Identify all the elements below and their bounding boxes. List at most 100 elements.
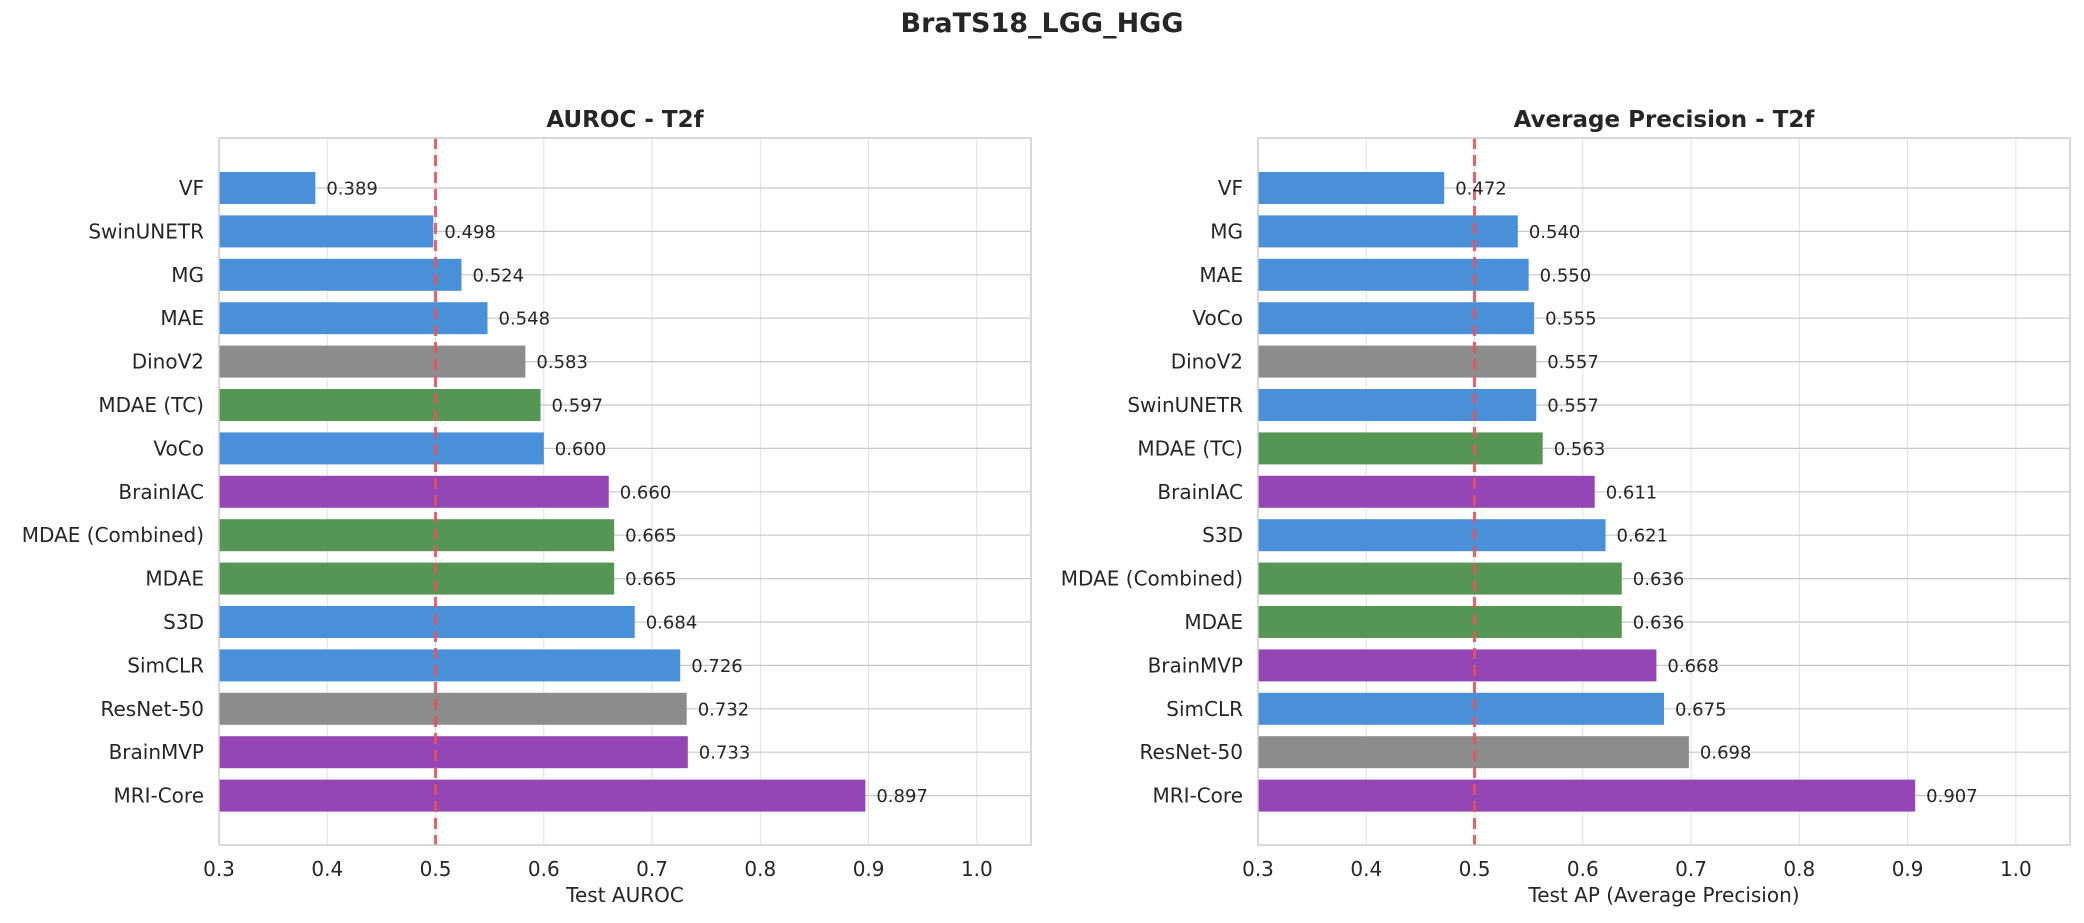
bar-voco xyxy=(219,432,544,465)
average-precision-panel: 0.472 0.540 0.550 0.555 0.557 0.557 0.563 0.611… xyxy=(1061,107,2071,907)
category-label: MAE xyxy=(160,306,204,330)
bar-value-label: 0.665 xyxy=(625,569,677,590)
bar-mg xyxy=(219,258,462,291)
bar-s3d xyxy=(219,606,635,638)
bar-value-label: 0.563 xyxy=(1554,439,1606,460)
bar-mdae-combined xyxy=(1258,562,1622,595)
bar-value-label: 0.557 xyxy=(1547,352,1599,373)
bar-value-label: 0.668 xyxy=(1667,656,1719,677)
bar-value-label: 0.665 xyxy=(625,526,677,547)
bar-dinov2 xyxy=(219,345,526,378)
bar-voco xyxy=(1258,302,1535,335)
category-label: BrainMVP xyxy=(109,740,204,764)
bar-mri-core xyxy=(219,779,866,812)
bar-mdae-tc xyxy=(219,389,541,421)
x-tick-label: 0.4 xyxy=(1350,857,1382,881)
bar-vf xyxy=(1258,172,1445,204)
bar-mdae xyxy=(219,562,615,595)
category-label: BrainIAC xyxy=(118,480,204,504)
bar-value-label: 0.555 xyxy=(1545,309,1597,330)
category-label: MRI-Core xyxy=(1152,784,1243,808)
figure-title: BraTS18_LGG_HGG xyxy=(900,8,1184,39)
bar-simclr xyxy=(1258,692,1664,725)
bar-brainmvp xyxy=(219,736,688,769)
bar-brainiac xyxy=(1258,475,1595,508)
x-axis-label: Test AP (Average Precision) xyxy=(1527,883,1799,907)
x-tick-label: 0.3 xyxy=(1242,857,1274,881)
bar-value-label: 0.733 xyxy=(699,743,751,764)
bar-dinov2 xyxy=(1258,345,1537,378)
subplot-title: Average Precision - T2f xyxy=(1514,107,1816,133)
category-label: MDAE xyxy=(1184,610,1243,634)
plot-frame xyxy=(218,137,1032,846)
bar-mae xyxy=(1258,258,1529,291)
category-label: VF xyxy=(179,176,204,200)
category-label: VF xyxy=(1218,176,1243,200)
bar-value-label: 0.732 xyxy=(698,699,750,720)
x-tick-label: 1.0 xyxy=(961,857,993,881)
category-label: ResNet-50 xyxy=(101,697,205,721)
bar-mri-core xyxy=(1258,779,1916,812)
category-label: MRI-Core xyxy=(113,784,204,808)
bar-value-label: 0.684 xyxy=(646,613,698,634)
category-label: ResNet-50 xyxy=(1140,740,1244,764)
category-label: BrainIAC xyxy=(1157,480,1243,504)
bar-brainmvp xyxy=(1258,649,1657,682)
x-tick-label: 0.6 xyxy=(528,857,560,881)
x-tick-label: 0.7 xyxy=(636,857,668,881)
bar-vf xyxy=(219,172,316,204)
x-tick-label: 0.8 xyxy=(744,857,776,881)
bar-mdae-tc xyxy=(1258,432,1543,465)
x-tick-label: 0.7 xyxy=(1675,857,1707,881)
bar-value-label: 0.498 xyxy=(444,222,496,243)
category-label: MDAE (Combined) xyxy=(1061,567,1243,591)
bar-value-label: 0.600 xyxy=(555,439,607,460)
bar-swinunetr xyxy=(219,215,434,248)
bar-value-label: 0.550 xyxy=(1540,265,1592,286)
bar-value-label: 0.907 xyxy=(1926,786,1978,807)
category-label: MG xyxy=(171,263,204,287)
bar-value-label: 0.557 xyxy=(1547,396,1599,417)
bar-value-label: 0.621 xyxy=(1617,526,1669,547)
bar-value-label: 0.636 xyxy=(1633,569,1685,590)
x-tick-label: 0.9 xyxy=(853,857,885,881)
category-label: MAE xyxy=(1199,263,1243,287)
bar-value-label: 0.583 xyxy=(536,352,588,373)
category-label: MG xyxy=(1210,219,1243,243)
bar-s3d xyxy=(1258,519,1606,552)
category-label: DinoV2 xyxy=(132,350,204,374)
bar-value-label: 0.597 xyxy=(552,396,604,417)
bar-value-label: 0.472 xyxy=(1455,179,1507,200)
bar-value-label: 0.698 xyxy=(1700,743,1752,764)
category-label: S3D xyxy=(1202,523,1243,547)
category-label: VoCo xyxy=(153,436,204,460)
x-tick-label: 0.9 xyxy=(1892,857,1924,881)
x-tick-label: 1.0 xyxy=(2000,857,2032,881)
bar-resnet-50 xyxy=(219,692,687,725)
x-tick-label: 0.5 xyxy=(1459,857,1491,881)
bar-value-label: 0.524 xyxy=(473,265,525,286)
x-tick-label: 0.3 xyxy=(203,857,235,881)
category-label: SimCLR xyxy=(127,653,204,677)
bar-simclr xyxy=(219,649,681,682)
category-label: BrainMVP xyxy=(1148,653,1243,677)
x-tick-label: 0.5 xyxy=(420,857,452,881)
x-tick-label: 0.4 xyxy=(311,857,343,881)
category-label: MDAE (TC) xyxy=(1137,436,1243,460)
category-label: DinoV2 xyxy=(1171,350,1243,374)
bar-value-label: 0.675 xyxy=(1675,699,1727,720)
category-label: MDAE (Combined) xyxy=(22,523,204,547)
category-label: S3D xyxy=(163,610,204,634)
bar-value-label: 0.611 xyxy=(1606,482,1658,503)
bar-value-label: 0.897 xyxy=(876,786,928,807)
x-axis-label: Test AUROC xyxy=(565,883,684,907)
bar-value-label: 0.548 xyxy=(499,309,551,330)
bar-mdae xyxy=(1258,606,1622,638)
plot-frame xyxy=(1257,137,2071,846)
bar-value-label: 0.660 xyxy=(620,482,672,503)
bar-value-label: 0.389 xyxy=(326,179,378,200)
x-tick-label: 0.6 xyxy=(1567,857,1599,881)
bar-value-label: 0.540 xyxy=(1529,222,1581,243)
category-label: VoCo xyxy=(1192,306,1243,330)
